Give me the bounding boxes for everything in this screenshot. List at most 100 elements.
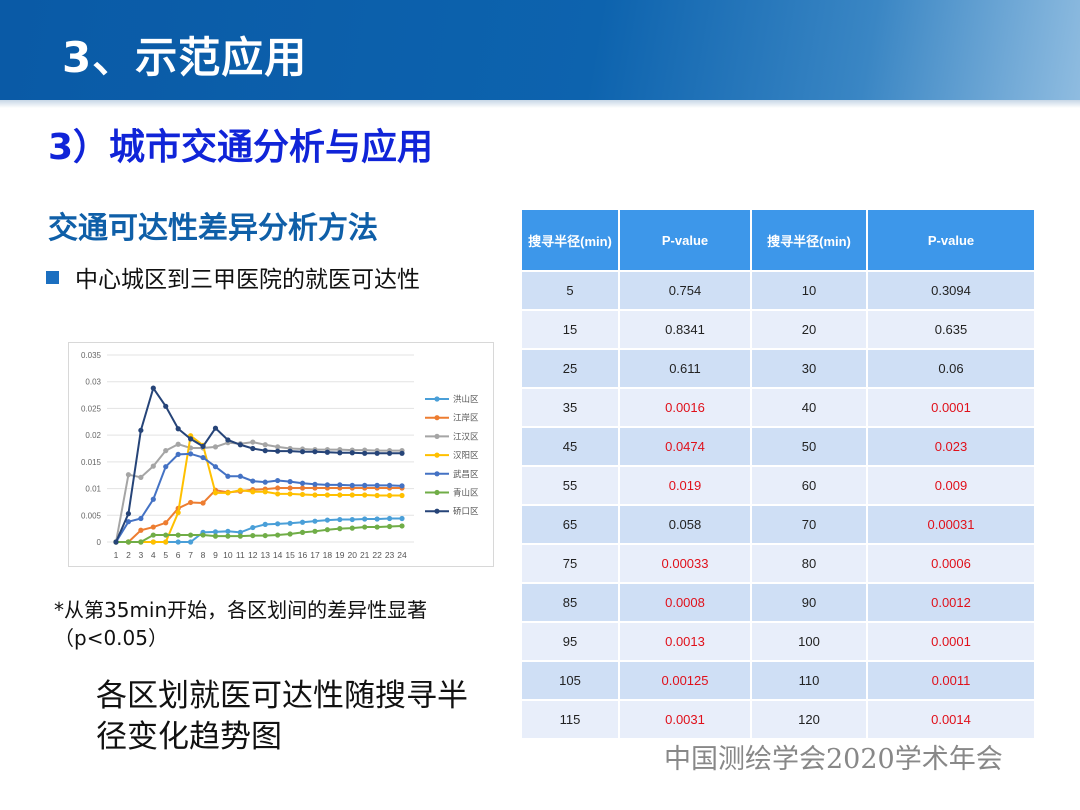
radius-cell: 90 [752, 584, 866, 621]
table-row: 85 0.0008 90 0.0012 [522, 584, 1034, 621]
data-point [275, 477, 281, 484]
square-bullet-icon [46, 270, 59, 284]
data-point [262, 448, 268, 454]
pvalue-cell: 0.0031 [620, 701, 750, 738]
data-point [212, 490, 219, 496]
radius-cell: 110 [752, 662, 866, 699]
legend-marker [434, 489, 440, 496]
data-point [175, 441, 181, 447]
data-point [275, 491, 281, 497]
data-point [275, 448, 281, 454]
data-point [125, 511, 132, 517]
data-point [188, 451, 194, 457]
data-point [324, 482, 330, 488]
data-point [349, 450, 355, 456]
pvalue-cell: 0.0011 [868, 662, 1034, 699]
data-point [138, 474, 144, 480]
y-tick-label: 0.035 [81, 351, 102, 360]
x-tick-label: 18 [323, 550, 333, 560]
x-tick-label: 14 [273, 550, 283, 560]
pvalue-cell: 0.8341 [620, 311, 750, 348]
radius-cell: 30 [752, 350, 866, 387]
banner-divider [0, 100, 1080, 108]
data-point [386, 450, 393, 456]
y-tick-label: 0.015 [81, 458, 102, 467]
data-point [287, 531, 293, 537]
data-point [374, 450, 380, 456]
data-point [175, 510, 181, 516]
header-pvalue-2: P-value [868, 210, 1034, 270]
pvalue-cell: 0.023 [868, 428, 1034, 465]
data-point [362, 450, 368, 456]
slide-subtitle: 3）城市交通分析与应用 [48, 127, 434, 168]
data-point [362, 524, 368, 530]
x-tick-label: 7 [188, 550, 193, 560]
table-row: 35 0.0016 40 0.0001 [522, 389, 1034, 426]
x-tick-label: 11 [236, 550, 245, 560]
x-tick-label: 5 [163, 550, 168, 560]
data-point [212, 529, 219, 535]
pvalue-cell: 0.0001 [868, 623, 1034, 660]
legend-marker [434, 415, 440, 421]
data-point [188, 499, 194, 506]
data-point [200, 443, 206, 449]
data-point [188, 539, 194, 545]
pvalue-cell: 0.00031 [868, 506, 1034, 543]
data-point [399, 523, 405, 529]
radius-cell: 85 [522, 584, 618, 621]
radius-cell: 105 [522, 662, 618, 699]
x-tick-label: 10 [223, 550, 233, 560]
table-row: 15 0.8341 20 0.635 [522, 311, 1034, 348]
x-tick-label: 4 [151, 550, 156, 560]
data-point [262, 521, 268, 527]
data-point [250, 445, 256, 452]
data-point [200, 454, 206, 461]
data-point [125, 539, 132, 545]
data-point [250, 439, 256, 445]
x-tick-label: 2 [126, 550, 131, 560]
data-point [399, 492, 405, 499]
data-point [188, 436, 194, 442]
pvalue-cell: 0.0014 [868, 701, 1034, 738]
y-tick-label: 0.03 [85, 378, 101, 387]
x-tick-label: 15 [285, 550, 295, 560]
data-point [237, 533, 243, 539]
radius-cell: 60 [752, 467, 866, 504]
data-point [113, 539, 119, 545]
legend-label: 青山区 [453, 488, 479, 499]
radius-cell: 5 [522, 272, 618, 309]
data-point [349, 482, 355, 488]
data-point [386, 492, 393, 499]
data-point [237, 529, 243, 535]
data-point [324, 517, 330, 523]
data-point [200, 532, 206, 538]
pvalue-cell: 0.0013 [620, 623, 750, 660]
title-banner [0, 0, 1080, 100]
data-point [262, 532, 268, 539]
radius-cell: 70 [752, 506, 866, 543]
data-point [374, 516, 380, 522]
data-point [250, 524, 256, 531]
x-tick-label: 21 [360, 550, 370, 560]
x-tick-label: 12 [248, 550, 258, 560]
x-tick-label: 23 [385, 550, 395, 560]
legend-label: 江汉区 [453, 432, 479, 442]
data-point [163, 448, 169, 454]
data-point [299, 529, 306, 535]
data-point [349, 492, 355, 498]
data-point [163, 539, 169, 545]
data-point [250, 532, 256, 539]
data-point [324, 492, 330, 498]
legend-marker [434, 471, 440, 477]
data-point [237, 473, 243, 479]
data-point [386, 523, 393, 530]
legend-label: 汉阳区 [453, 451, 479, 461]
pvalue-cell: 0.0016 [620, 389, 750, 426]
data-point [188, 532, 194, 538]
data-point [299, 485, 306, 491]
data-point [299, 480, 306, 486]
data-point [150, 496, 156, 502]
radius-cell: 25 [522, 350, 618, 387]
pvalue-cell: 0.754 [620, 272, 750, 309]
data-point [163, 532, 169, 538]
